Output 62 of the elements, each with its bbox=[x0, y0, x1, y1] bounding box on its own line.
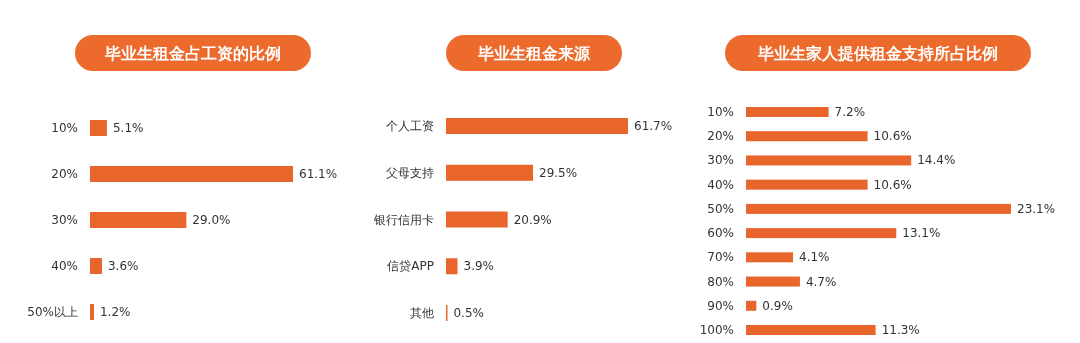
y-tick-label: 100% bbox=[699, 323, 734, 337]
y-tick-label: 70% bbox=[707, 250, 734, 265]
data-label: 7.2% bbox=[834, 105, 866, 119]
data-label: 23.1% bbox=[1017, 201, 1056, 216]
data-label: 1.2% bbox=[99, 305, 131, 319]
y-tick-label: 个人工资 bbox=[386, 119, 434, 133]
data-label: 29.5% bbox=[539, 165, 578, 180]
y-tick-label: 50% bbox=[707, 201, 734, 216]
data-label: 4.1% bbox=[799, 250, 830, 265]
y-tick-label: 10% bbox=[51, 121, 78, 135]
y-tick-label: 50%以上 bbox=[27, 305, 78, 319]
data-label: 20.9% bbox=[513, 212, 552, 227]
bar bbox=[746, 325, 876, 335]
data-label: 29.0% bbox=[192, 213, 231, 227]
data-label: 13.1% bbox=[902, 226, 941, 241]
data-label: 0.9% bbox=[762, 298, 793, 313]
chart-title: 毕业生租金占工资的比例 bbox=[104, 43, 281, 63]
bar bbox=[746, 131, 868, 142]
bar bbox=[446, 118, 628, 134]
bar bbox=[446, 164, 534, 181]
y-tick-label: 20% bbox=[707, 129, 734, 144]
y-tick-label: 银行信用卡 bbox=[373, 212, 434, 227]
bar bbox=[746, 252, 794, 263]
data-label: 61.7% bbox=[634, 119, 673, 133]
bar bbox=[90, 258, 102, 274]
y-tick-label: 信贷APP bbox=[387, 259, 434, 274]
y-tick-label: 80% bbox=[707, 274, 734, 289]
bar bbox=[90, 166, 293, 182]
bar bbox=[746, 107, 829, 117]
bar bbox=[746, 228, 897, 239]
data-label: 4.7% bbox=[805, 274, 837, 289]
chart-title: 毕业生家人提供租金支持所占比例 bbox=[757, 43, 998, 63]
bar bbox=[90, 120, 107, 136]
y-tick-label: 10% bbox=[707, 105, 734, 119]
bar bbox=[446, 258, 458, 275]
bar bbox=[746, 203, 1011, 214]
bar bbox=[746, 179, 868, 190]
y-tick-label: 40% bbox=[51, 259, 78, 273]
y-tick-label: 父母支持 bbox=[386, 165, 434, 180]
data-label: 11.3% bbox=[881, 323, 920, 337]
y-tick-label: 30% bbox=[51, 213, 78, 227]
y-tick-label: 30% bbox=[707, 153, 734, 168]
data-label: 10.6% bbox=[873, 177, 912, 192]
bar bbox=[90, 304, 94, 320]
chart-title: 毕业生租金来源 bbox=[477, 43, 591, 63]
bar bbox=[90, 212, 187, 228]
data-label: 61.1% bbox=[299, 167, 338, 181]
y-tick-label: 60% bbox=[707, 226, 734, 241]
data-label: 5.1% bbox=[112, 121, 144, 135]
data-label: 0.5% bbox=[453, 306, 484, 320]
data-label: 14.4% bbox=[917, 153, 956, 168]
data-label: 3.9% bbox=[463, 259, 494, 274]
bar bbox=[746, 276, 800, 287]
y-tick-label: 其他 bbox=[410, 306, 434, 320]
bar bbox=[746, 155, 912, 166]
y-tick-label: 40% bbox=[707, 177, 734, 192]
bar bbox=[446, 211, 508, 228]
y-tick-label: 90% bbox=[707, 298, 734, 313]
data-label: 3.6% bbox=[107, 259, 139, 273]
bar bbox=[746, 300, 757, 311]
y-tick-label: 20% bbox=[51, 167, 78, 181]
data-label: 10.6% bbox=[873, 129, 912, 144]
